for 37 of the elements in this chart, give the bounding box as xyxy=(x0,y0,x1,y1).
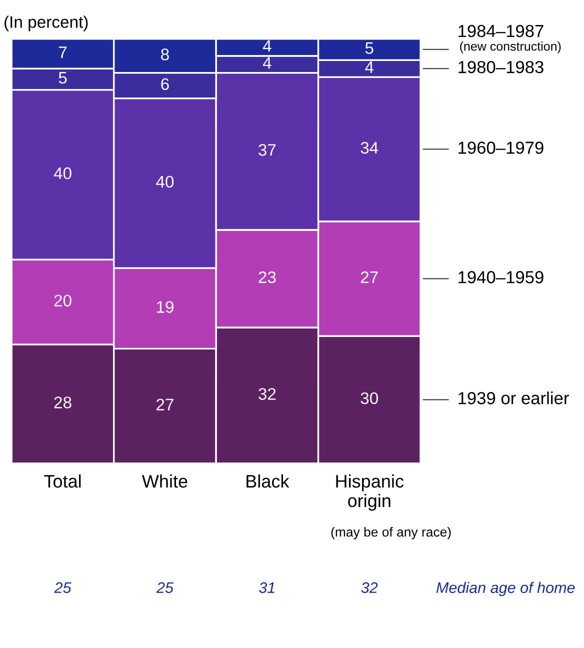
data-label: 28 xyxy=(54,396,72,408)
data-label: 6 xyxy=(161,78,169,90)
data-label: 40 xyxy=(54,167,72,180)
data-label: 20 xyxy=(54,294,72,307)
data-label: 23 xyxy=(258,271,276,284)
data-label: 34 xyxy=(360,142,378,154)
text: (may be of any race) xyxy=(331,526,451,540)
text: 1984–1987 xyxy=(458,24,544,38)
text: 1980–1983 xyxy=(458,60,544,74)
text: 31 xyxy=(259,582,274,594)
data-label: 4 xyxy=(262,40,272,52)
data-label: 32 xyxy=(258,388,276,400)
text: Median age of home xyxy=(436,582,575,596)
data-label: 27 xyxy=(360,271,378,283)
data-label: 27 xyxy=(156,398,174,410)
x-tick-label: Black xyxy=(246,474,290,488)
chart-title: (In percent) xyxy=(4,16,88,32)
x-tick-label: Hispanic origin xyxy=(336,474,404,511)
data-label: 40 xyxy=(156,176,174,188)
data-label: 30 xyxy=(360,392,378,404)
text: 1939 or earlier xyxy=(458,392,569,404)
text: 32 xyxy=(361,582,378,594)
data-label: 7 xyxy=(59,46,67,58)
x-tick-label: White xyxy=(142,474,188,488)
data-label: 4 xyxy=(262,57,272,69)
data-label: 5 xyxy=(365,42,374,54)
data-label: 19 xyxy=(156,301,174,313)
text: 1960–1979 xyxy=(458,142,544,154)
data-label: 8 xyxy=(161,48,169,60)
text: 25 xyxy=(54,582,72,594)
text: 1940–1959 xyxy=(458,271,544,284)
text: 25 xyxy=(156,582,174,594)
data-label: 4 xyxy=(365,61,374,73)
data-label: 37 xyxy=(258,144,276,156)
text: (new construction) xyxy=(460,42,561,54)
x-tick-label: Total xyxy=(44,474,81,488)
data-label: 5 xyxy=(58,72,67,84)
